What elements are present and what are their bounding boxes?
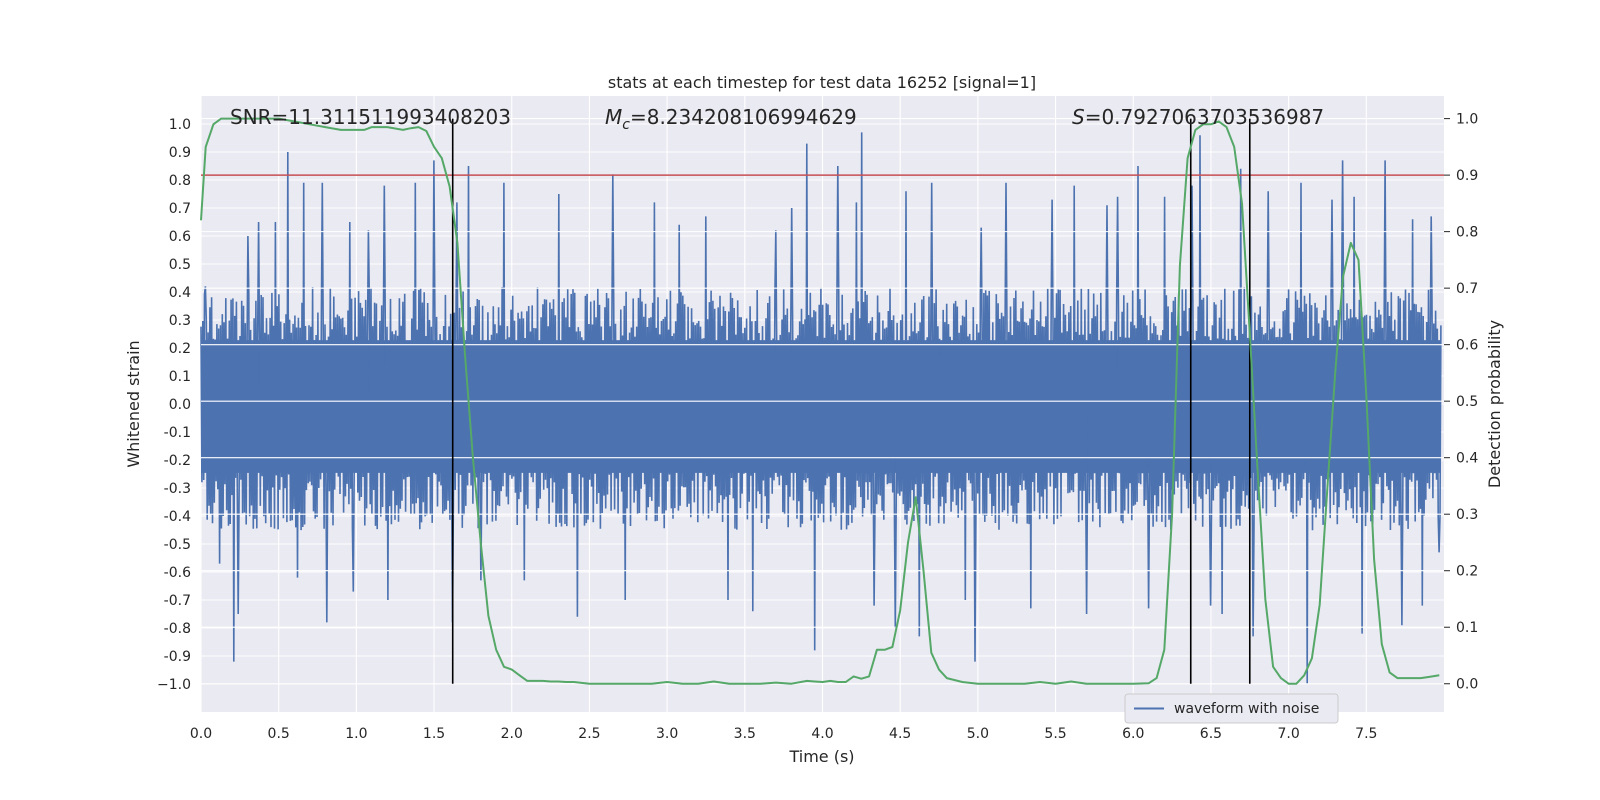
y-axis-label: Whitened strain [124,340,143,467]
chirp-mass-subscript: c [622,117,630,133]
ticks: 0.0 0.5 1.0 1.5 2.0 2.5 3.0 3.5 4.0 4.5 5.0 5.5 6.0 6… [157,112,1478,742]
x-tick-label: 4.0 [811,726,833,742]
x-tick-label: 3.5 [734,726,756,742]
x-axis-label: Time (s) [788,747,854,766]
y-right-tick-label: 0.7 [1456,281,1478,297]
y-tick-label: -0.1 [164,425,191,441]
legend-box [1124,693,1339,724]
series-layer [200,132,1442,685]
y-right-tick-label: 0.9 [1456,168,1478,184]
y-tick-label: 0.0 [169,397,191,413]
x-tick-label: 4.5 [889,726,911,742]
y-tick-label: -0.8 [164,621,191,637]
x-tick-label: 1.0 [345,726,367,742]
x-tick-label: 7.5 [1355,726,1377,742]
y-tick-label: -0.3 [164,481,191,497]
x-tick-label: 5.0 [967,726,989,742]
y-tick-label: 1.0 [169,117,191,133]
x-tick-label: 2.5 [578,726,600,742]
y-tick-label: -0.9 [164,649,191,665]
y-axis-right-label: Detection probability [1485,320,1504,488]
y-tick-label: -0.6 [164,565,191,581]
chart-title: stats at each timestep for test data 162… [608,73,1036,92]
y-tick-label: -0.2 [164,453,191,469]
y-tick-label: 0.8 [169,173,191,189]
y-right-tick-label: 0.4 [1456,451,1478,467]
x-tick-label: 0.5 [268,726,290,742]
y-right-tick-label: 0.6 [1456,338,1478,354]
y-right-tick-label: 1.0 [1456,112,1478,128]
x-tick-label: 6.0 [1122,726,1144,742]
x-tick-label: 5.5 [1044,726,1066,742]
overlay-layer [200,117,1444,685]
x-tick-label: 2.0 [501,726,523,742]
chirp-mass-annotation: Mc=8.234208106994629 [605,105,857,133]
x-tick-label: 3.0 [656,726,678,742]
y-tick-label: −1.0 [157,677,191,693]
legend: waveform with noise [1124,693,1339,724]
y-tick-label: 0.1 [169,369,191,385]
y-tick-label: 0.4 [169,285,191,301]
detection-probability-line [200,117,1440,685]
chirp-mass-value: =8.234208106994629 [630,105,857,129]
y-right-tick-label: 0.1 [1456,620,1478,636]
score-value: =0.7927063703536987 [1085,105,1324,129]
legend-label: waveform with noise [1174,701,1319,717]
snr-annotation: SNR=11.311511993408203 [230,105,511,129]
y-tick-label: -0.5 [164,537,191,553]
x-tick-label: 1.5 [423,726,445,742]
x-tick-label: 6.5 [1200,726,1222,742]
y-tick-label: -0.7 [164,593,191,609]
y-tick-label: 0.2 [169,341,191,357]
y-right-tick-label: 0.3 [1456,507,1478,523]
score-annotation: S=0.7927063703536987 [1072,105,1324,129]
x-tick-label: 7.0 [1277,726,1299,742]
y-right-tick-label: 0.2 [1456,564,1478,580]
y-tick-label: 0.6 [169,229,191,245]
y-tick-label: 0.7 [169,201,191,217]
x-tick-label: 0.0 [190,726,212,742]
y-right-tick-label: 0.8 [1456,225,1478,241]
y-tick-label: 0.5 [169,257,191,273]
chirp-mass-symbol: M [605,105,622,129]
y-right-tick-label: 0.5 [1456,394,1478,410]
y-right-tick-label: 0.0 [1456,677,1478,693]
y-tick-label: 0.9 [169,145,191,161]
y-tick-label: 0.3 [169,313,191,329]
y-tick-label: -0.4 [164,509,191,525]
score-symbol: S [1072,105,1085,129]
